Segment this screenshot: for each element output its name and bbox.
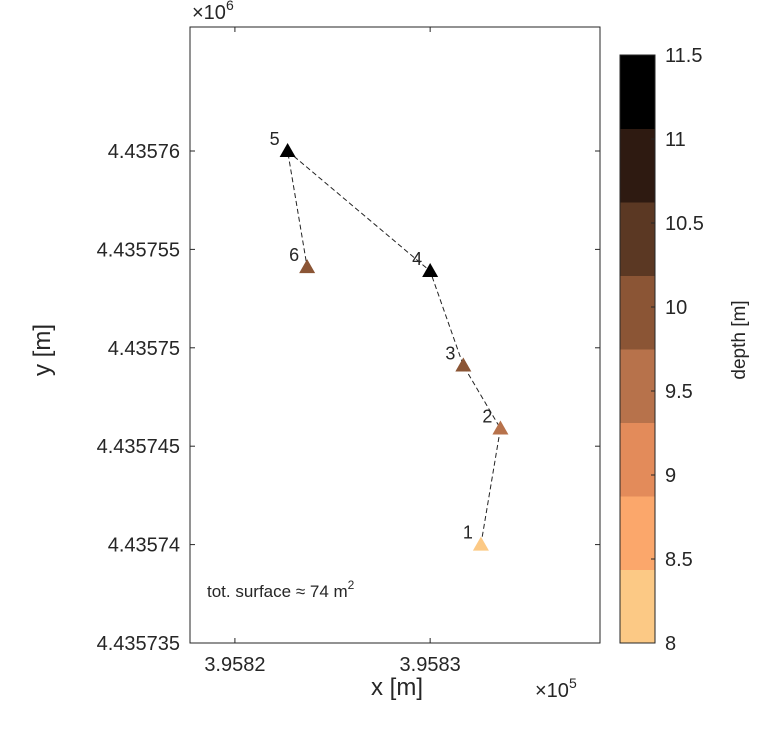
axes-box: [189, 26, 601, 644]
y-tick-label: 4.435755: [97, 239, 180, 261]
triangle-marker: [422, 263, 439, 278]
colorbar: 8 8.5 9 9.5 10 10.5 11 11.5: [619, 45, 704, 655]
colorbar-band: [620, 496, 655, 570]
colorbar-band: [620, 55, 655, 129]
colorbar-band: [620, 569, 655, 644]
colorbar-tick-label: 11: [665, 129, 686, 151]
triangle-marker: [279, 142, 296, 157]
triangle-marker: [472, 536, 489, 551]
point-label: 2: [482, 406, 492, 426]
survey-path-line: [286, 149, 501, 545]
colorbar-band: [620, 349, 655, 423]
point-label: 4: [412, 249, 422, 269]
y-multiplier: ×106: [192, 0, 234, 24]
y-tick-label: 4.435735: [97, 633, 180, 655]
triangle-marker: [455, 357, 472, 372]
x-axis-label: x [m]: [371, 674, 423, 701]
x-tick-label: 3.9582: [204, 654, 265, 676]
colorbar-tick-label: 8.5: [665, 549, 693, 571]
colorbar-band: [620, 275, 655, 350]
colorbar-box: [619, 54, 656, 644]
colorbar-label: depth [m]: [729, 300, 750, 379]
y-tick-label: 4.43575: [108, 338, 180, 360]
triangle-marker: [492, 420, 509, 435]
colorbar-tick-label: 9: [665, 465, 676, 487]
y-axis-label: y [m]: [29, 324, 56, 376]
y-tick-label: 4.435745: [97, 436, 180, 458]
point-label: 3: [445, 344, 455, 364]
colorbar-tick-label: 9.5: [665, 381, 693, 403]
axes: 3.9582 3.9583 4.435735 4.43574 4.435745 4.435…: [97, 26, 601, 676]
colorbar-band: [620, 202, 655, 276]
colorbar-tick-label: 8: [665, 633, 676, 655]
colorbar-tick-label: 10: [665, 297, 687, 319]
colorbar-tick-label: 11.5: [665, 45, 702, 67]
colorbar-tick-label: 10.5: [665, 213, 704, 235]
point-label: 6: [289, 245, 299, 265]
point-label: 5: [270, 129, 280, 149]
plot-area: 1 2 3 4 5 6: [270, 129, 509, 551]
triangle-marker: [299, 259, 316, 274]
colorbar-band: [620, 422, 655, 497]
x-tick-label: 3.9583: [400, 654, 461, 676]
y-tick-label: 4.43574: [108, 535, 180, 557]
colorbar-band: [620, 128, 655, 203]
x-multiplier: ×105: [535, 675, 577, 702]
y-tick-label: 4.43576: [108, 141, 180, 163]
surface-annotation: tot. surface ≈ 74 m2: [207, 578, 355, 601]
point-label: 1: [463, 523, 473, 543]
